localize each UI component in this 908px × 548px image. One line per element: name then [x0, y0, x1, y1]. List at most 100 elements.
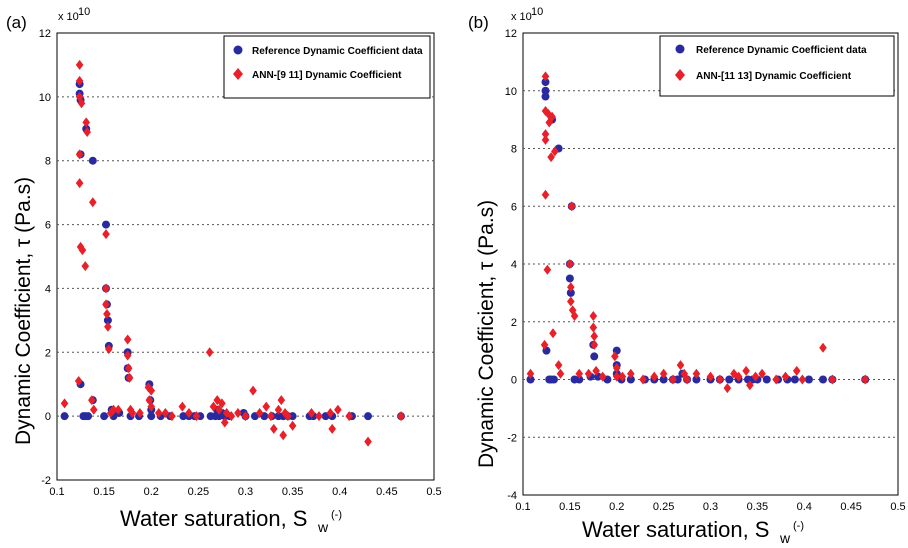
panel-a-ann-point [249, 385, 257, 396]
panel-b-y-tick-label: 0 [511, 375, 517, 387]
panel-a-ann-point [123, 334, 132, 345]
panel-a-ann-point [267, 411, 275, 422]
panel-b-ann-point [692, 368, 701, 379]
panel-a-legend: Reference Dynamic Coefficient data ANN-[… [223, 35, 431, 99]
panel-a-ann-point [83, 126, 91, 137]
panel-a-ann-point [60, 398, 69, 409]
panel-b-legend-ref-label: Reference Dynamic Coefficient data [696, 45, 867, 56]
panel-a-ann-point [81, 261, 90, 272]
panel-b-ann-point [627, 368, 635, 379]
panel-b-ann-point [798, 374, 807, 385]
panel-a-ann-point [218, 398, 226, 409]
panel-b-y-tick-label: 8 [511, 144, 517, 156]
panel-b-label: (b) [468, 13, 489, 32]
panel-b-reference-point [804, 375, 813, 384]
panel-a-reference-point [179, 412, 188, 421]
panel-a-ann-point [215, 404, 223, 415]
panel-a-ann-point [234, 407, 242, 418]
panel-b-ann-point [568, 305, 577, 316]
panel-b-x-tick-label: 0.3 [703, 501, 718, 513]
panel-a-ann-point [222, 407, 231, 418]
panel-a-ann-point [75, 59, 84, 70]
panel-b-ann-point [575, 368, 584, 379]
panel-a-reference-point [147, 412, 156, 421]
panel-b-x-tick-label: 0.4 [797, 501, 812, 513]
panel-a-ann-point [277, 395, 286, 406]
panel-a-y-tick-label: 6 [45, 220, 51, 232]
panel-a-legend-ann-label: ANN-[9 11] Dynamic Coefficient [252, 70, 402, 81]
panel-a-x-tick-label: 0.35 [282, 486, 303, 498]
panel-b-ann-point [598, 371, 607, 382]
panel-b-reference-point [673, 375, 682, 384]
panel-a-ann-point [128, 407, 137, 418]
panel-a-ann-point [77, 98, 86, 109]
panel-a-x-ticks: 0.1 0.15 0.2 0.25 0.3 0.35 0.4 0.45 0.5 [49, 486, 441, 498]
panel-b-exponent: x 10 10 [511, 6, 543, 23]
panel-b-legend-ann-marker [675, 69, 685, 81]
panel-b-reference-point [762, 375, 771, 384]
panel-b-legend-ann-label: ANN-[11 13] Dynamic Coefficient [696, 71, 852, 82]
panel-a-ann-point [89, 197, 97, 208]
panel-a-y-tick-label: 12 [39, 28, 51, 40]
panel-b-ann-point [650, 371, 659, 382]
panel-b-ann-point [639, 374, 647, 385]
panel-a-ann-point [288, 420, 297, 431]
panel-a-ann-point [125, 372, 134, 383]
panel-a-ann-point [75, 178, 84, 189]
panel-a-ann-point [102, 229, 110, 240]
panel-a-legend-ref-label: Reference Dynamic Coefficient data [252, 46, 423, 57]
panel-a-ann-point [220, 417, 229, 428]
panel-b-ann-point [819, 342, 827, 353]
panel-b-ann-point [612, 362, 621, 373]
panel-a-exponent: x 10 10 [58, 6, 90, 23]
panel-b-ann-point [781, 371, 790, 382]
panel-a-y-axis-label: Dynamic Coefficient, τ (Pa.s) [12, 177, 35, 445]
panel-a-x-tick-label: 0.5 [426, 486, 441, 498]
panel-b-y-tick-label: -2 [507, 432, 517, 444]
panel-b-ann-point [541, 105, 550, 116]
panel-a-ann-point [326, 407, 335, 418]
panel-b-ann-point [828, 374, 837, 385]
panel-b-ann-point [584, 368, 593, 379]
panel-a-x-axis-label-main: Water saturation, S [120, 506, 307, 531]
panel-a-reference-point [88, 156, 97, 165]
panel-b-ann-point [567, 201, 576, 212]
panel-b-y-ticks: -4 -2 0 2 4 6 8 10 12 [505, 28, 517, 502]
panel-a-ann-point [136, 407, 144, 418]
panel-b-ann-point [730, 368, 738, 379]
panel-b-y-tick-label: -4 [507, 490, 517, 502]
panel-a-grid [57, 96, 434, 417]
panel-b-ann-point [706, 371, 715, 382]
panel-b-reference-point [541, 78, 550, 87]
panel-b-ann-point [612, 371, 621, 382]
panel-b-x-tick-label: 0.35 [747, 501, 768, 513]
panel-a-legend-ref-marker [233, 45, 243, 55]
panel-b-ann-point [590, 339, 599, 350]
panel-a-ann-point [75, 149, 84, 160]
panel-a-ann-point [154, 407, 163, 418]
panel-a-ann-point [227, 411, 236, 422]
panel-b: (b) x 10 10 -4 -2 0 2 4 6 8 10 12 0.1 0.15 0.2 0.25… [468, 6, 906, 546]
panel-b-ann-point [554, 360, 563, 371]
panel-a-ann-point [82, 117, 91, 128]
panel-a-reference-point [364, 412, 373, 421]
panel-b-legend-ref-marker [675, 44, 685, 54]
panel-a-ann-point [262, 401, 271, 412]
panel-a-plot-frame [56, 32, 435, 481]
panel-b-ann-point [772, 374, 780, 385]
panel-a-x-tick-label: 0.25 [188, 486, 209, 498]
panel-a-x-axis-label-unit: (-) [331, 509, 342, 521]
panel-a-y-tick-label: 2 [45, 347, 51, 359]
panel-a-y-tick-label: 8 [45, 156, 51, 168]
panel-a-points [60, 59, 406, 447]
panel-b-points [526, 71, 870, 394]
panel-b-ann-point [792, 365, 801, 376]
panel-a-x-tick-label: 0.4 [332, 486, 347, 498]
panel-b-x-tick-label: 0.1 [515, 501, 530, 513]
panel-b-ann-point [541, 129, 550, 140]
panel-a-ann-point [103, 308, 111, 319]
panel-b-ann-point [567, 296, 575, 307]
panel-b-reference-point [565, 274, 574, 283]
panel-b-ann-point [567, 282, 575, 293]
